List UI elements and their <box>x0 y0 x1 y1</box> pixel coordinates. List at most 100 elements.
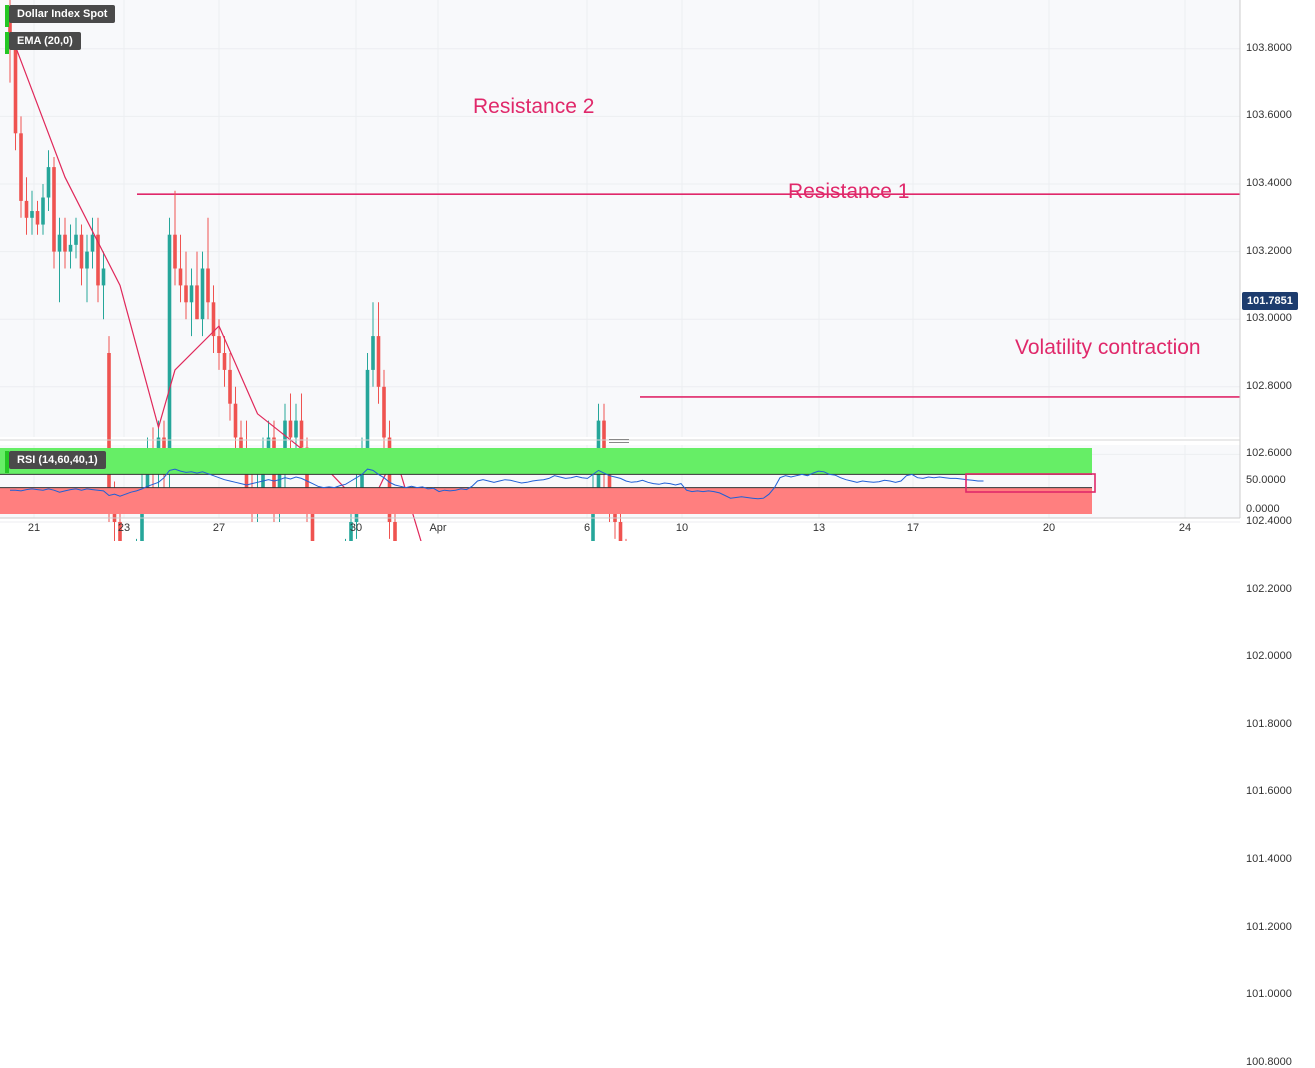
candle-body <box>63 234 67 252</box>
time-tick-label: 6 <box>583 522 591 534</box>
candle-body <box>283 420 287 472</box>
candle-body <box>217 336 221 353</box>
rsi-line <box>10 468 984 500</box>
time-tick-label: 13 <box>812 522 826 534</box>
panel-resize-grip[interactable] <box>609 439 629 440</box>
candle-body <box>211 302 216 337</box>
candle-body <box>189 285 194 303</box>
ema-layer <box>9 31 422 541</box>
candle-body <box>310 505 315 541</box>
candle-body <box>68 244 73 252</box>
candle-body <box>591 488 595 541</box>
ema-tag-accent <box>5 32 9 54</box>
chart <box>0 0 1241 541</box>
candle-body <box>206 268 210 303</box>
candle-body <box>239 437 243 455</box>
price-tick-label: 102.2000 <box>1246 582 1292 595</box>
time-tick-label: 27 <box>212 522 226 534</box>
candle-body <box>13 48 18 134</box>
time-tick-label: 30 <box>349 522 363 534</box>
time-tick-label: 17 <box>906 522 920 534</box>
candle-body <box>24 200 29 218</box>
candle-body <box>57 234 62 252</box>
time-tick-label: 24 <box>1178 522 1192 534</box>
candle-body <box>74 234 78 245</box>
resistance-2-label: Resistance 2 <box>473 95 595 118</box>
candle-body <box>167 234 172 472</box>
time-tick-label: 21 <box>27 522 41 534</box>
candle-body <box>79 234 84 269</box>
price-tick-label: 103.4000 <box>1246 177 1292 189</box>
time-tick-label: Apr <box>429 522 447 534</box>
candle-body <box>96 234 100 286</box>
candle-body <box>46 167 51 198</box>
candle-body <box>228 369 232 404</box>
candle-body <box>90 234 95 252</box>
rsi-tag-accent <box>5 451 9 473</box>
candle-body <box>52 167 56 252</box>
candle-body <box>288 420 293 438</box>
time-tick-label: 10 <box>675 522 689 534</box>
price-tick-label: 101.0000 <box>1246 988 1292 1001</box>
candle-body <box>393 522 397 541</box>
price-tick-label: 102.0000 <box>1246 650 1292 663</box>
price-tick-label: 101.4000 <box>1246 853 1292 865</box>
time-tick-label: 20 <box>1042 522 1056 534</box>
candle-body <box>371 336 375 370</box>
rsi-contraction-box <box>965 473 1096 493</box>
price-tick-label: 101.2000 <box>1246 920 1292 933</box>
price-tick-label: 103.0000 <box>1246 312 1292 325</box>
candle-body <box>41 197 45 225</box>
candle-body <box>85 251 89 269</box>
symbol-tag-accent <box>5 5 9 27</box>
candle-body <box>35 211 40 225</box>
price-tick-label: 102.8000 <box>1246 379 1292 392</box>
price-tick-label: 100.8000 <box>1246 1055 1292 1068</box>
candle-body <box>382 386 386 438</box>
candle-body <box>222 353 227 370</box>
time-tick-label: 23 <box>117 522 131 534</box>
candle-body <box>195 285 199 320</box>
candle-body <box>266 437 271 455</box>
rsi-overbought-zone <box>0 448 1092 475</box>
current-price-tag: 101.7851 <box>1242 292 1298 310</box>
candle-body <box>19 133 23 201</box>
price-tick-label: 103.2000 <box>1246 244 1292 257</box>
candle-body <box>200 268 205 320</box>
ema-line <box>9 31 422 541</box>
candle-body <box>233 403 238 438</box>
candle-body <box>178 268 183 286</box>
candle-body <box>184 285 188 303</box>
price-tick-label: 103.8000 <box>1246 41 1292 54</box>
rsi-layer <box>0 448 1096 514</box>
volatility-contraction-label: Volatility contraction <box>1015 336 1201 359</box>
price-tick-label: 103.6000 <box>1246 109 1292 122</box>
candle-body <box>365 369 370 455</box>
resistance-1-label: Resistance 1 <box>788 180 910 203</box>
candle-body <box>618 522 623 541</box>
price-tick-label: 102.6000 <box>1246 447 1292 460</box>
ema-label[interactable]: EMA (20,0) <box>9 32 81 50</box>
candle-body <box>305 447 309 506</box>
candle-body <box>118 522 122 541</box>
price-tick-label: 102.4000 <box>1246 515 1292 527</box>
candle-body <box>107 353 111 489</box>
price-tick-label: 101.6000 <box>1246 785 1292 798</box>
rsi-tick-label: 0.0000 <box>1246 503 1280 515</box>
rsi-tick-label: 50.0000 <box>1246 474 1286 486</box>
candle-body <box>602 420 606 472</box>
price-tick-label: 101.8000 <box>1246 717 1292 730</box>
candle-body <box>173 234 177 269</box>
candle-body <box>349 522 353 541</box>
candle-body <box>294 420 298 438</box>
candle-body <box>376 336 381 387</box>
resistance-lines <box>137 193 1240 398</box>
candle-body <box>140 488 144 541</box>
rsi-label[interactable]: RSI (14,60,40,1) <box>9 451 106 469</box>
price-panel-background <box>0 0 1240 437</box>
candle-body <box>30 211 34 218</box>
candle-body <box>299 420 304 448</box>
panel-resize-grip-line[interactable] <box>609 442 629 443</box>
candle-body <box>101 268 106 286</box>
symbol-label[interactable]: Dollar Index Spot <box>9 5 116 23</box>
